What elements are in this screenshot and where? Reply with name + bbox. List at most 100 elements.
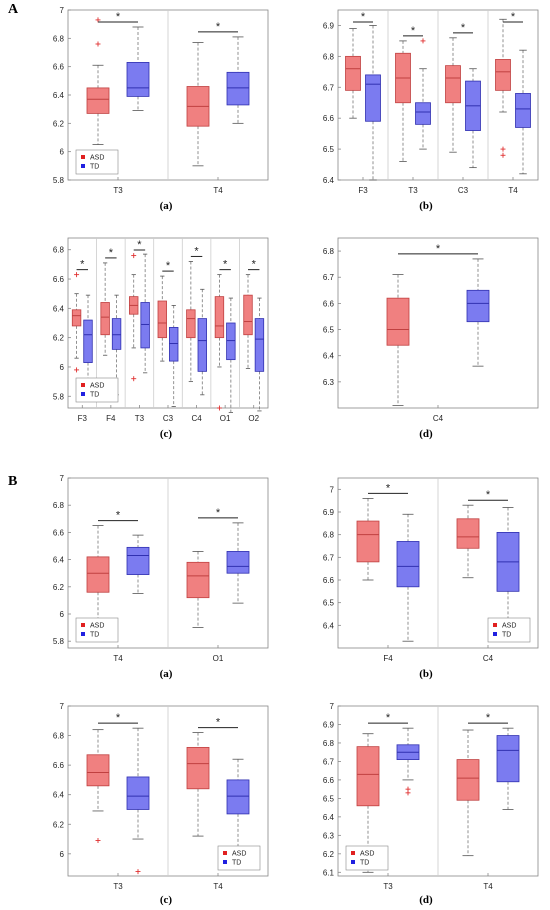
legend-label-asd: ASD [232,851,246,858]
outlier-marker [216,405,222,411]
outlier-marker [500,152,506,158]
significance-star: * [109,247,114,259]
caption-a-d: (d) [419,428,433,440]
y-tick-label: 6.4 [53,91,65,100]
legend-label-asd: ASD [90,155,104,162]
box-body [254,318,265,372]
x-tick-label: T4 [213,882,223,891]
box-body [365,74,381,122]
y-tick-label: 6.2 [53,119,65,128]
y-tick-label: 6.8 [323,531,335,540]
chart-svg: 6.4 6.5 6.6 6.7 6.8 6.9 F3 T3 C3 T4 * * * * [323,9,539,195]
box-body [214,296,225,339]
caption-b-b: (b) [419,668,433,680]
chart-b-a: 5.8 6 6.2 6.4 6.6 6.8 7 T4 O1 * * ASD TD [40,474,270,668]
box-body [126,62,150,97]
box-body [386,297,410,346]
caption-b-d: (d) [419,894,433,906]
box-td-c3 [169,305,179,407]
chart-svg: 6.3 6.4 6.5 6.6 6.7 6.8 C4 * [323,237,539,423]
legend-label-asd: ASD [360,851,374,858]
box-body [126,546,150,575]
box-td-c4 [197,288,207,396]
significance-star: * [511,11,516,23]
caption-a-a: (a) [159,200,173,212]
legend-label-td: TD [360,860,369,867]
y-tick-label: 5.8 [53,392,65,401]
chart-b-c: 6 6.2 6.4 6.6 6.8 7 T3 T4 * * ASD TD [40,702,270,896]
y-tick-label: 6.6 [53,275,65,284]
box-body [396,541,420,588]
y-tick-label: 6.4 [53,791,65,800]
box-body [456,518,480,549]
box-body [100,302,110,336]
x-tick-label: O1 [213,654,224,663]
section-label-a: A [8,2,19,17]
chart-b-b: 6.4 6.5 6.6 6.7 6.8 6.9 7 F4 C4 * * ASD TD [310,476,540,668]
y-tick-label: 6.3 [323,831,335,840]
box-asd-c4 [456,504,480,579]
box-asd-f4 [356,497,380,581]
chart-svg: 6.4 6.5 6.6 6.7 6.8 6.9 7 F4 C4 * * ASD TD [323,477,539,663]
box-td-f4 [396,513,420,642]
y-tick-label: 6.9 [323,21,335,30]
y-tick-label: 6.2 [53,334,65,343]
y-tick-label: 6.4 [323,176,335,185]
box-td-o1 [226,522,250,604]
box-body [186,561,210,599]
chart-svg: 5.8 6 6.2 6.4 6.6 6.8 7 T3 T4 * * ASD TD [53,6,269,195]
legend-swatch-asd [81,383,85,387]
x-tick-label: F3 [358,186,368,195]
box-body [456,759,480,801]
y-tick-label: 6.8 [53,732,65,741]
chart-a-d: 6.3 6.4 6.5 6.6 6.7 6.8 C4 * [310,236,540,428]
y-tick-label: 6.8 [323,52,335,61]
box-td-c4 [466,258,490,367]
outlier-marker [131,253,137,259]
y-tick-label: 6.8 [323,739,335,748]
box-asd-c3 [445,37,461,153]
outlier-marker [74,272,80,278]
legend-label-asd: ASD [90,623,104,630]
y-tick-label: 6.4 [53,556,65,565]
legend: ASD TD [75,377,119,403]
box-body [197,318,207,372]
box-body [86,556,110,593]
x-tick-label: T4 [483,882,493,891]
legend-swatch-td [81,632,85,636]
legend-swatch-td [223,860,227,864]
significance-star: * [216,21,221,33]
legend: ASD TD [487,617,531,643]
box-asd-c4 [386,274,410,406]
box-body [140,302,150,349]
legend-label-td: TD [502,632,511,639]
y-tick-label: 6.6 [53,63,65,72]
y-tick-label: 6.6 [323,114,335,123]
x-tick-label: F3 [78,414,88,423]
significance-star: * [486,712,491,724]
caption-a-c: (c) [159,428,173,440]
box-asd-t3 [129,253,139,382]
y-tick-label: 5.8 [53,637,65,646]
legend: ASD TD [217,845,261,871]
y-tick-label: 6.3 [323,378,335,387]
y-tick-label: 6.2 [53,583,65,592]
y-tick-label: 7 [60,702,65,711]
y-tick-label: 6 [60,148,65,157]
box-asd-t4 [456,729,480,857]
y-tick-label: 6.9 [323,720,335,729]
legend: ASD TD [75,617,119,643]
box-td-f3 [365,25,381,181]
x-tick-label: T4 [213,186,223,195]
box-body [86,754,110,787]
chart-svg: 5.8 6 6.2 6.4 6.6 6.8 7 T4 O1 * * ASD TD [53,474,269,663]
y-tick-label: 6.6 [323,576,335,585]
box-asd-t3 [86,729,110,844]
caption-b-a: (a) [159,668,173,680]
significance-star: * [116,510,121,522]
y-tick-label: 6.6 [323,776,335,785]
box-asd-t3 [356,733,380,873]
box-body [515,93,531,128]
box-body [169,326,179,362]
